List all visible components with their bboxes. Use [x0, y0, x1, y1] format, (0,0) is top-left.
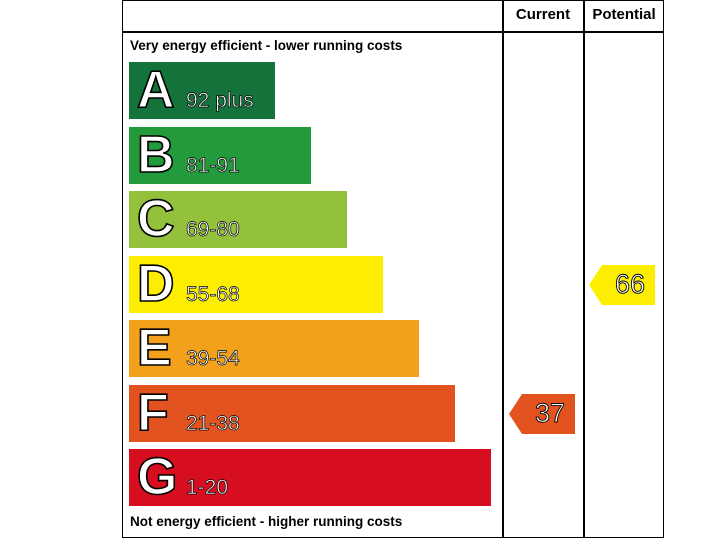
band-f: F 21-38 [129, 383, 455, 443]
band-range: 1-20 [186, 476, 229, 500]
band-letter: C [136, 189, 175, 249]
potential-arrow-shape [589, 264, 655, 305]
band-b: B 81-91 [129, 125, 311, 185]
band-letter: E [136, 318, 172, 378]
band-range: 55-68 [186, 283, 240, 307]
band-letter: A [136, 60, 175, 120]
band-e: E 39-54 [129, 318, 419, 378]
band-g: G 1-20 [129, 447, 491, 507]
current-arrow-shape [509, 393, 575, 434]
header-divider [122, 31, 664, 33]
current-rating-value: 37 [534, 398, 566, 429]
band-range: 21-38 [186, 412, 240, 436]
top-caption: Very energy efficient - lower running co… [130, 38, 403, 53]
band-letter: D [136, 254, 175, 314]
band-letter: F [136, 383, 169, 443]
band-c: C 69-80 [129, 189, 347, 249]
column-divider-current [502, 0, 504, 538]
band-range: 69-80 [186, 218, 240, 242]
bottom-caption: Not energy efficient - higher running co… [130, 514, 403, 529]
band-letter: G [136, 447, 178, 507]
current-rating-arrow: 37 [509, 393, 575, 434]
energy-rating-chart [122, 0, 664, 538]
potential-column-header: Potential [592, 6, 656, 23]
potential-rating-value: 66 [614, 269, 646, 300]
band-range: 39-54 [186, 347, 240, 371]
band-a: A 92 plus [129, 60, 275, 120]
column-divider-potential [583, 0, 585, 538]
band-range: 92 plus [186, 89, 254, 113]
band-d: D 55-68 [129, 254, 383, 314]
band-letter: B [136, 125, 175, 185]
band-range: 81-91 [186, 154, 240, 178]
potential-rating-arrow: 66 [589, 264, 655, 305]
current-column-header: Current [515, 6, 571, 23]
